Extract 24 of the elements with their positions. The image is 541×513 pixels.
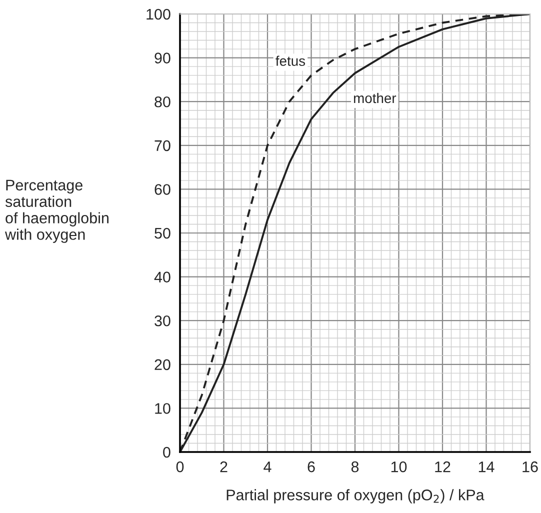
y-tick-label: 80 bbox=[154, 96, 170, 108]
y-tick-label: 90 bbox=[154, 52, 170, 64]
y-tick-label: 100 bbox=[146, 8, 170, 20]
x-tick-label: 10 bbox=[391, 461, 407, 472]
x-tick-label: 4 bbox=[264, 462, 272, 472]
x-tick-label: 0 bbox=[176, 461, 184, 472]
y-tick-label: 60 bbox=[154, 184, 170, 195]
x-tick-label: 16 bbox=[522, 461, 538, 472]
y-tick-label: 20 bbox=[154, 359, 170, 370]
y-tick-label: 10 bbox=[155, 403, 170, 414]
x-axis-title: Partial pressure of oxygen (pO$_{2}$) / kPa bbox=[226, 489, 484, 504]
y-tick-label: 40 bbox=[154, 272, 170, 282]
y-axis-title: Percentage saturation of haemoglobin with oxygen bbox=[4, 180, 108, 243]
x-tick-label: 14 bbox=[478, 462, 494, 472]
y-tick-label: 30 bbox=[154, 315, 170, 326]
x-tick-label: 2 bbox=[220, 461, 228, 472]
y-tick-label: 50 bbox=[154, 228, 170, 239]
x-tick-label: 6 bbox=[308, 461, 315, 472]
x-tick-label: 12 bbox=[435, 461, 450, 472]
y-tick-label: 70 bbox=[154, 140, 170, 152]
series-label: mother bbox=[354, 92, 396, 104]
series-label: fetus bbox=[276, 56, 306, 66]
x-tick-label: 8 bbox=[351, 461, 359, 472]
y-tick-label: 0 bbox=[163, 446, 170, 458]
